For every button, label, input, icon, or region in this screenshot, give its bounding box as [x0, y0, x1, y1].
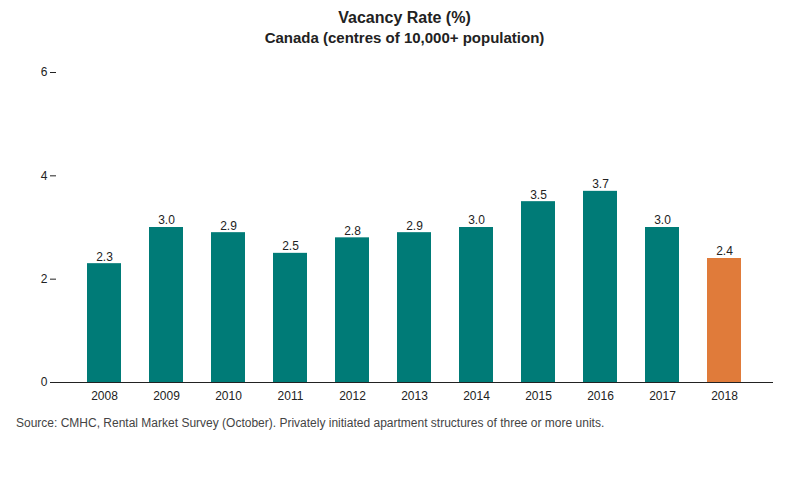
svg-text:4: 4 [41, 169, 48, 183]
svg-text:2008: 2008 [91, 389, 118, 403]
svg-text:3.0: 3.0 [158, 213, 175, 227]
svg-text:2.4: 2.4 [716, 244, 733, 258]
svg-text:0: 0 [41, 375, 48, 389]
html-text:Vacancy Rate (%): Vacancy Rate (%) [338, 9, 471, 26]
svg-text:2012: 2012 [339, 389, 366, 403]
svg-text:2016: 2016 [587, 389, 614, 403]
svg-text:2013: 2013 [401, 389, 428, 403]
svg-text:2.9: 2.9 [220, 219, 237, 233]
svg-text:2.9: 2.9 [406, 219, 423, 233]
svg-text:2011: 2011 [278, 389, 304, 403]
svg-text:2014: 2014 [463, 389, 490, 403]
svg-text:2.3: 2.3 [96, 250, 113, 264]
svg-text:2.8: 2.8 [344, 224, 361, 238]
svg-text:2.5: 2.5 [282, 239, 299, 253]
svg-text:3.5: 3.5 [530, 188, 547, 202]
svg-text:2009: 2009 [153, 389, 180, 403]
svg-text:3.0: 3.0 [654, 213, 671, 227]
svg-text:2017: 2017 [649, 389, 676, 403]
svg-text:2010: 2010 [215, 389, 242, 403]
svg-text:3.7: 3.7 [592, 177, 609, 191]
svg-text:6: 6 [41, 65, 48, 79]
html-text:Source: CMHC, Rental Market Su: Source: CMHC, Rental Market Survey (Octo… [16, 416, 605, 430]
svg-text:3.0: 3.0 [468, 213, 485, 227]
svg-text:2: 2 [41, 272, 48, 286]
svg-text:2018: 2018 [711, 389, 738, 403]
html-text:Canada (centres of 10,000+ pop: Canada (centres of 10,000+ population) [264, 29, 545, 46]
svg-text:2015: 2015 [525, 389, 552, 403]
